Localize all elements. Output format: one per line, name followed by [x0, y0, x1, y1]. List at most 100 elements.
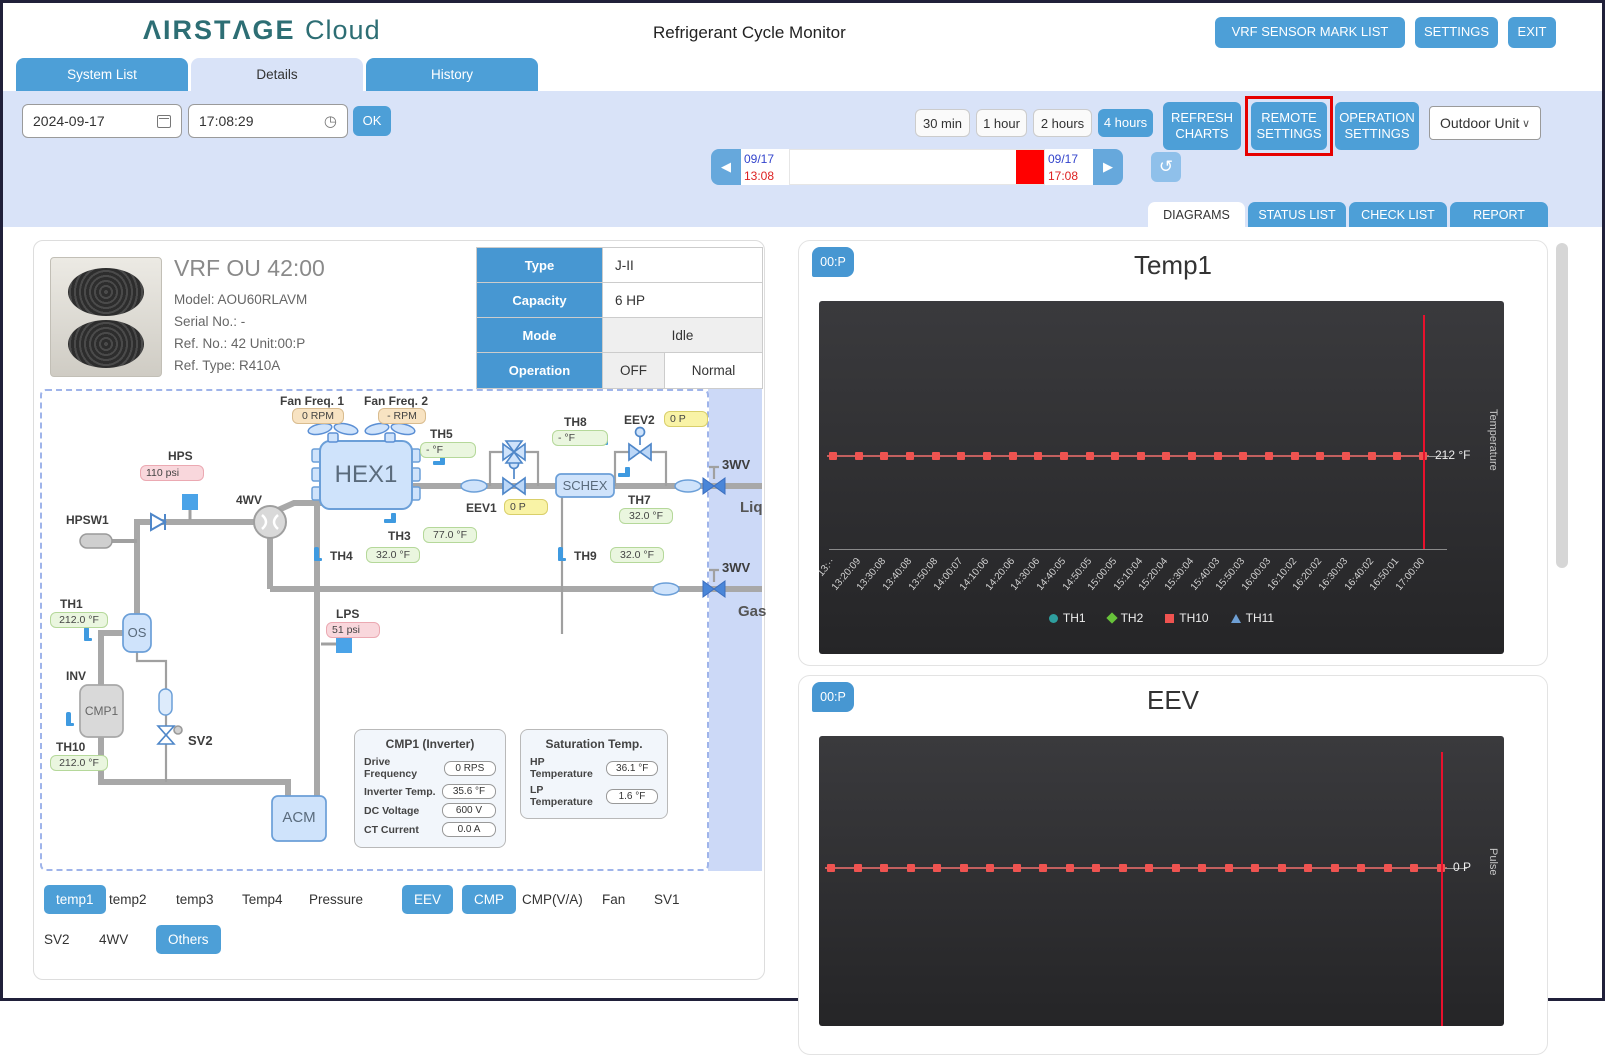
- chart-cursor-line[interactable]: [1423, 315, 1425, 549]
- square-marker-icon: [1165, 613, 1175, 623]
- vrf-sensor-mark-list-button[interactable]: VRF SENSOR MARK LIST: [1215, 17, 1405, 48]
- main-tab-bar: System List Details History: [3, 58, 1602, 91]
- fan2-value: - RPM: [378, 408, 426, 424]
- sensor-tab-sv1[interactable]: SV1: [654, 892, 680, 907]
- tab-details[interactable]: Details: [191, 58, 363, 91]
- sv2-label: SV2: [188, 733, 213, 748]
- th7-label: TH7: [628, 493, 651, 507]
- chart-current-value-label: 212 °F: [1435, 448, 1471, 462]
- lp-temperature-label: LP Temperature: [530, 784, 593, 808]
- sensor-tab-temp2[interactable]: temp2: [109, 892, 147, 907]
- drive-frequency-label: Drive Frequency: [364, 756, 418, 780]
- legend-label: TH11: [1245, 611, 1275, 625]
- sensor-tab-eev[interactable]: EEV: [402, 885, 454, 914]
- chart-axis-leader: [1423, 456, 1449, 457]
- sensor-tab-temp1[interactable]: temp1: [44, 885, 106, 914]
- ct-current-label: CT Current: [364, 823, 419, 836]
- triangle-marker-icon: [1230, 613, 1241, 623]
- tab-check-list[interactable]: CHECK LIST: [1349, 202, 1447, 227]
- tab-report[interactable]: REPORT: [1450, 202, 1548, 227]
- chart-data-marker: [931, 452, 940, 460]
- schex-box: [555, 473, 615, 498]
- chart-data-marker: [1316, 452, 1325, 460]
- refresh-charts-button[interactable]: REFRESH CHARTS: [1163, 102, 1241, 150]
- inverter-temp-value: 35.6 °F: [442, 784, 496, 799]
- range-4hours-button[interactable]: 4 hours: [1098, 109, 1153, 137]
- sensor-tab-others[interactable]: Others: [156, 925, 221, 954]
- chart-card-eev: 00:P EEV Pulse 0 P: [798, 675, 1548, 1055]
- chart-data-marker: [1145, 864, 1154, 872]
- range-1hour-button[interactable]: 1 hour: [976, 109, 1027, 137]
- calendar-icon[interactable]: [157, 114, 171, 128]
- legend-item-th11[interactable]: TH11: [1230, 611, 1275, 625]
- tab-status-list[interactable]: STATUS LIST: [1248, 202, 1346, 227]
- hp-temperature-value: 36.1 °F: [606, 760, 658, 776]
- tab-system-list[interactable]: System List: [16, 58, 188, 91]
- unit-ref-no: Ref. No.: 42 Unit:00:P: [174, 336, 306, 351]
- timeline-track[interactable]: [789, 149, 1045, 185]
- chart-data-marker: [880, 452, 889, 460]
- acm-box: [271, 795, 327, 842]
- chart-card-temp1: 00:P Temp1 13:·· 13:20:09 13:30:08 13:40:08…: [798, 240, 1548, 666]
- logo-text-secondary: Cloud: [305, 15, 381, 45]
- clock-icon[interactable]: ◷: [323, 112, 337, 130]
- inv-label: INV: [66, 669, 87, 683]
- sensor-tab-sv2[interactable]: SV2: [44, 932, 70, 947]
- unit-select[interactable]: Outdoor Unit ∨: [1429, 106, 1541, 140]
- eev2-valve-icon: [628, 426, 652, 462]
- timeline-end-date: 09/17: [1048, 152, 1079, 166]
- toolbar: 2024-09-17 17:08:29 ◷ OK 30 min 1 hour 2…: [3, 91, 1602, 227]
- chart-data-marker: [1059, 452, 1068, 460]
- timeline-start-date: 09/17: [744, 152, 775, 166]
- exit-button[interactable]: EXIT: [1508, 17, 1556, 48]
- page-scrollbar[interactable]: [1556, 243, 1568, 568]
- legend-item-th2[interactable]: TH2: [1105, 611, 1143, 625]
- hex1-label: HEX1: [334, 461, 398, 488]
- sensor-tab-temp3[interactable]: temp3: [176, 892, 214, 907]
- sensor-tab-fan[interactable]: Fan: [602, 892, 626, 907]
- spec-type-label: Type: [476, 247, 603, 283]
- chart-data-marker: [1039, 864, 1048, 872]
- timeline-prev-button[interactable]: ◀: [711, 149, 741, 185]
- chart-data-marker: [1092, 864, 1101, 872]
- tab-history[interactable]: History: [366, 58, 538, 91]
- th5-value: - °F: [420, 442, 476, 458]
- sensor-tab-cmp-va[interactable]: CMP(V/A): [522, 892, 583, 907]
- chart-cursor-line[interactable]: [1441, 752, 1443, 1026]
- four-way-valve-icon: [253, 505, 287, 539]
- liq-label: Liq: [740, 499, 763, 516]
- spec-capacity-value: 6 HP: [602, 282, 763, 318]
- tab-diagrams[interactable]: DIAGRAMS: [1148, 202, 1245, 227]
- legend-item-th10[interactable]: TH10: [1165, 611, 1209, 625]
- chart-data-marker: [1136, 452, 1145, 460]
- settings-button[interactable]: SETTINGS: [1415, 17, 1498, 48]
- sensor-tab-cmp[interactable]: CMP: [462, 885, 516, 914]
- range-30min-button[interactable]: 30 min: [915, 109, 970, 137]
- chart-series-line: [827, 455, 1429, 457]
- timeline-reload-button[interactable]: ↺: [1151, 152, 1181, 182]
- range-2hours-button[interactable]: 2 hours: [1033, 109, 1092, 137]
- lps-sensor-icon: [336, 637, 352, 653]
- operation-settings-button[interactable]: OPERATION SETTINGS: [1335, 102, 1419, 150]
- timeline-position-handle[interactable]: [1016, 150, 1044, 184]
- unit-fan-top: [68, 268, 144, 316]
- gas-label: Gas: [738, 603, 767, 620]
- dc-voltage-value: 600 V: [442, 803, 496, 818]
- timeline-next-button[interactable]: ▶: [1093, 149, 1123, 185]
- ok-button[interactable]: OK: [353, 106, 391, 136]
- chart-series-line: [825, 867, 1447, 869]
- unit-ref-type: Ref. Type: R410A: [174, 358, 281, 373]
- time-input[interactable]: 17:08:29 ◷: [188, 104, 348, 138]
- sensor-tab-pressure[interactable]: Pressure: [309, 892, 364, 907]
- chart-data-marker: [1357, 864, 1366, 872]
- chart-data-marker: [1367, 452, 1376, 460]
- sensor-tab-temp4[interactable]: Temp4: [242, 892, 283, 907]
- chart-data-marker: [1111, 452, 1120, 460]
- legend-item-th1[interactable]: TH1: [1048, 611, 1086, 625]
- os-label: OS: [127, 625, 147, 640]
- date-input[interactable]: 2024-09-17: [22, 104, 182, 138]
- remote-settings-button[interactable]: REMOTE SETTINGS: [1251, 102, 1327, 150]
- lp-temperature-value: 1.6 °F: [605, 788, 658, 804]
- sensor-tab-4wv[interactable]: 4WV: [99, 932, 129, 947]
- drive-frequency-value: 0 RPS: [443, 760, 496, 776]
